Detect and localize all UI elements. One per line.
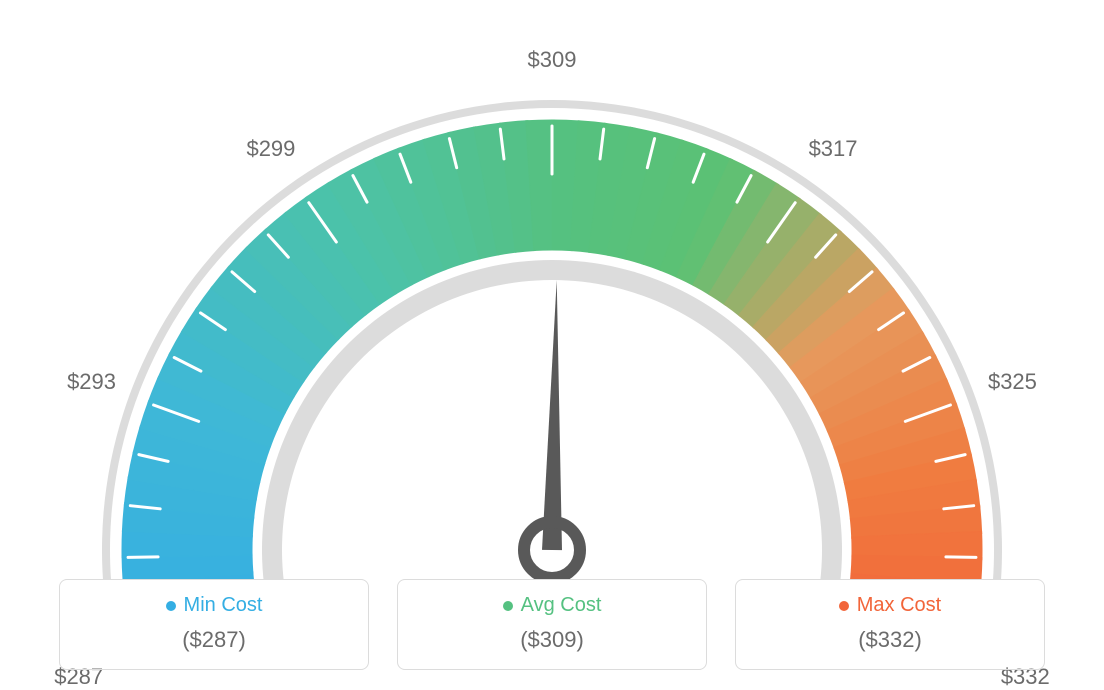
legend-title-avg: Avg Cost [503, 594, 602, 617]
gauge-tick-label: $325 [988, 369, 1037, 395]
legend-card-max: Max Cost ($332) [735, 579, 1045, 670]
legend-label-min: Min Cost [184, 594, 263, 617]
gauge-tick-label: $309 [528, 47, 577, 73]
legend-title-max: Max Cost [839, 594, 941, 617]
gauge-chart: $287$293$299$309$317$325$332 [0, 0, 1104, 560]
legend-card-min: Min Cost ($287) [59, 579, 369, 670]
legend-bullet-max [839, 601, 849, 611]
legend-bullet-avg [503, 601, 513, 611]
legend-label-max: Max Cost [857, 594, 941, 617]
gauge-tick-label: $317 [809, 136, 858, 162]
gauge-tick-label: $299 [246, 136, 295, 162]
legend-value-max: ($332) [746, 627, 1034, 653]
legend-bullet-min [166, 601, 176, 611]
legend-label-avg: Avg Cost [521, 594, 602, 617]
legend-value-avg: ($309) [408, 627, 696, 653]
legend-row: Min Cost ($287) Avg Cost ($309) Max Cost… [59, 579, 1045, 670]
legend-value-min: ($287) [70, 627, 358, 653]
legend-title-min: Min Cost [166, 594, 263, 617]
gauge-svg [0, 20, 1104, 580]
legend-card-avg: Avg Cost ($309) [397, 579, 707, 670]
gauge-tick-label: $293 [67, 369, 116, 395]
